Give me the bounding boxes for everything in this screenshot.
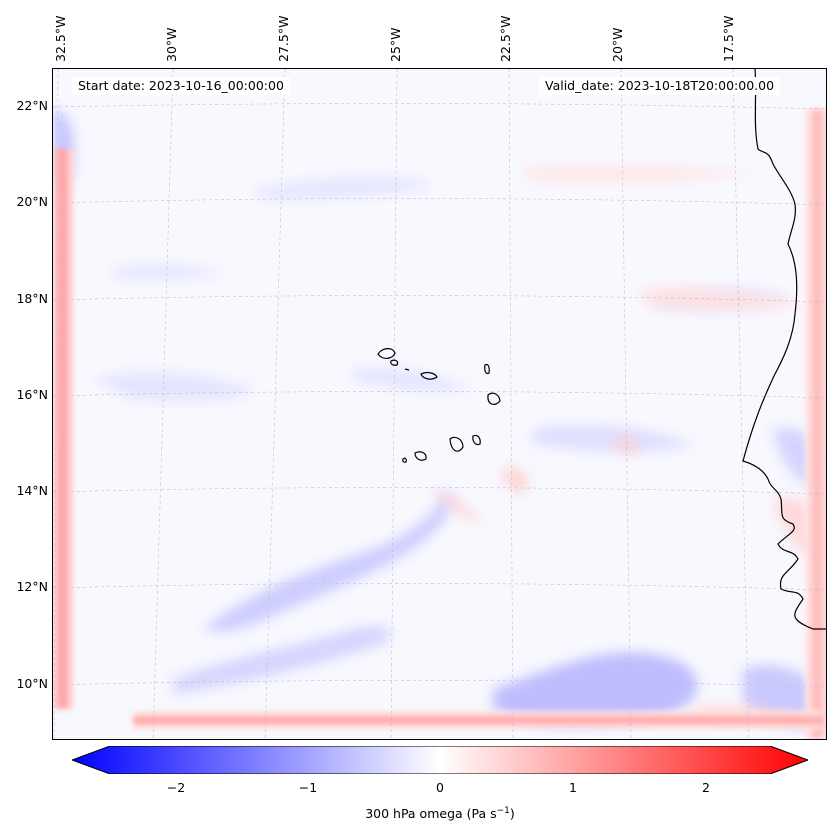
lon-label-27-5w: 27.5°W <box>276 15 291 62</box>
lon-label-25w: 25°W <box>388 27 403 62</box>
lon-label-17-5w: 17.5°W <box>721 15 736 62</box>
omega-field-map <box>53 69 826 739</box>
colorbar-tick-0: 0 <box>436 780 444 795</box>
graticule <box>53 69 826 739</box>
colorbar-tick-2: 2 <box>702 780 710 795</box>
lon-label-20w: 20°W <box>610 27 625 62</box>
african-coastline <box>742 69 826 630</box>
colorbar <box>72 746 808 774</box>
lat-label-12n: 12°N <box>16 579 48 594</box>
colorbar-tick-neg2: −2 <box>166 780 186 795</box>
lat-label-22n: 22°N <box>16 98 48 113</box>
lat-label-10n: 10°N <box>16 676 48 691</box>
southern-boundary-strip <box>133 711 823 729</box>
lon-label-30w: 30°W <box>164 27 179 62</box>
start-date-box: Start date: 2023-10-16_00:00:00 <box>72 77 290 95</box>
cape-verde-islands <box>377 348 501 463</box>
field-background <box>53 69 826 739</box>
lon-label-32-5w: 32.5°W <box>53 15 68 62</box>
colorbar-tick-1: 1 <box>569 780 577 795</box>
lat-label-18n: 18°N <box>16 291 48 306</box>
lat-label-16n: 16°N <box>16 387 48 402</box>
negative-omega-areas <box>53 109 823 729</box>
valid-date-box: Valid_date: 2023-10-18T20:00:00.00 <box>539 77 781 95</box>
lat-label-14n: 14°N <box>16 483 48 498</box>
lat-label-20n: 20°N <box>16 194 48 209</box>
colorbar-label: 300 hPa omega (Pa s−1) <box>365 806 515 822</box>
colorbar-gradient <box>72 746 808 774</box>
map-panel[interactable] <box>52 68 827 740</box>
colorbar-tick-neg1: −1 <box>298 780 318 795</box>
western-boundary-strip <box>53 149 75 709</box>
eastern-boundary-strip <box>805 109 826 739</box>
lon-label-22-5w: 22.5°W <box>498 15 513 62</box>
